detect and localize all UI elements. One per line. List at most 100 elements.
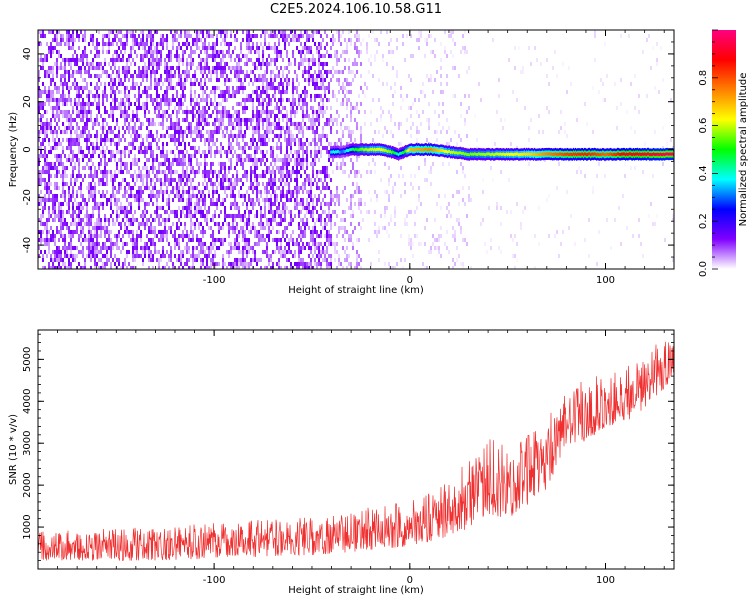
heatmap-cell [304,94,306,98]
heatmap-cell [150,230,152,234]
heatmap-cell [280,222,282,226]
heatmap-cell [152,238,154,242]
heatmap-cell [136,114,138,118]
heatmap-cell [128,234,130,238]
heatmap-cell [182,194,184,198]
heatmap-cell [256,98,258,102]
heatmap-cell [330,118,332,122]
heatmap-cell [40,34,42,38]
heatmap-cell [122,162,124,166]
heatmap-cell [80,266,82,269]
heatmap-cell [330,214,332,218]
heatmap-cell [104,230,106,234]
heatmap-cell [98,242,100,246]
heatmap-cell [92,250,94,254]
heatmap-cell [252,70,254,74]
heatmap-cell [42,230,44,234]
heatmap-cell [198,222,200,226]
heatmap-cell [304,58,306,62]
heatmap-cell [194,150,196,154]
heatmap-cell [254,146,256,150]
heatmap-cell [306,150,308,154]
heatmap-cell [222,182,224,186]
heatmap-cell [226,34,228,38]
heatmap-cell [286,34,288,38]
heatmap-cell [196,46,198,50]
heatmap-cell [58,110,60,114]
heatmap-cell [114,186,116,190]
heatmap-cell [232,182,234,186]
heatmap-cell [112,182,114,186]
heatmap-cell [272,158,274,162]
heatmap-cell [318,254,320,258]
heatmap-cell [88,62,90,66]
heatmap-cell [70,38,72,42]
heatmap-cell [108,46,110,50]
heatmap-cell [164,110,166,114]
heatmap-cell [106,170,108,174]
heatmap-cell [210,78,212,82]
heatmap-cell [194,102,196,106]
heatmap-cell [166,94,168,98]
heatmap-cell [38,106,40,110]
heatmap-cell [278,246,280,250]
heatmap-cell [218,126,220,130]
heatmap-cell [126,218,128,222]
heatmap-cell [112,150,114,154]
heatmap-cell [326,106,328,110]
heatmap-cell [260,110,262,114]
heatmap-cell [166,166,168,170]
heatmap-cell [304,234,306,238]
heatmap-cell [204,170,206,174]
heatmap-cell [274,90,276,94]
heatmap-cell [318,138,320,142]
heatmap-cell [140,238,142,242]
heatmap-cell [138,198,140,202]
heatmap-cell [72,186,74,190]
heatmap-cell [150,194,152,198]
heatmap-cell [238,54,240,58]
heatmap-cell [252,198,254,202]
heatmap-cell [40,42,42,46]
heatmap-cell [144,62,146,66]
heatmap-cell [78,94,80,98]
heatmap-cell [290,138,292,142]
heatmap-cell [202,230,204,234]
heatmap-cell [146,150,148,154]
heatmap-cell [224,150,226,154]
heatmap-cell [246,126,248,130]
heatmap-cell [174,38,176,42]
heatmap-cell [260,214,262,218]
heatmap-cell [268,42,270,46]
heatmap-cell [128,54,130,58]
heatmap-cell [236,118,238,122]
heatmap-cell [122,98,124,102]
heatmap-cell [188,162,190,166]
heatmap-cell [264,138,266,142]
heatmap-cell [312,214,314,218]
heatmap-cell [206,266,208,269]
heatmap-cell [168,58,170,62]
heatmap-cell [88,242,90,246]
heatmap-cell [260,138,262,142]
heatmap-cell [106,110,108,114]
heatmap-cell [244,102,246,106]
heatmap-cell [246,34,248,38]
heatmap-cell [254,78,256,82]
heatmap-cell [244,174,246,178]
heatmap-cell [118,106,120,110]
heatmap-cell [322,86,324,90]
heatmap-cell [50,66,52,70]
heatmap-cell [152,58,154,62]
heatmap-cell [80,70,82,74]
heatmap-cell [38,30,40,34]
heatmap-cell [214,170,216,174]
heatmap-cell [238,66,240,70]
heatmap-cell [68,242,70,246]
heatmap-cell [216,74,218,78]
heatmap-cell [218,198,220,202]
heatmap-cell [332,158,334,162]
heatmap-cell [336,214,338,218]
heatmap-cell [130,118,132,122]
heatmap-cell [302,218,304,222]
